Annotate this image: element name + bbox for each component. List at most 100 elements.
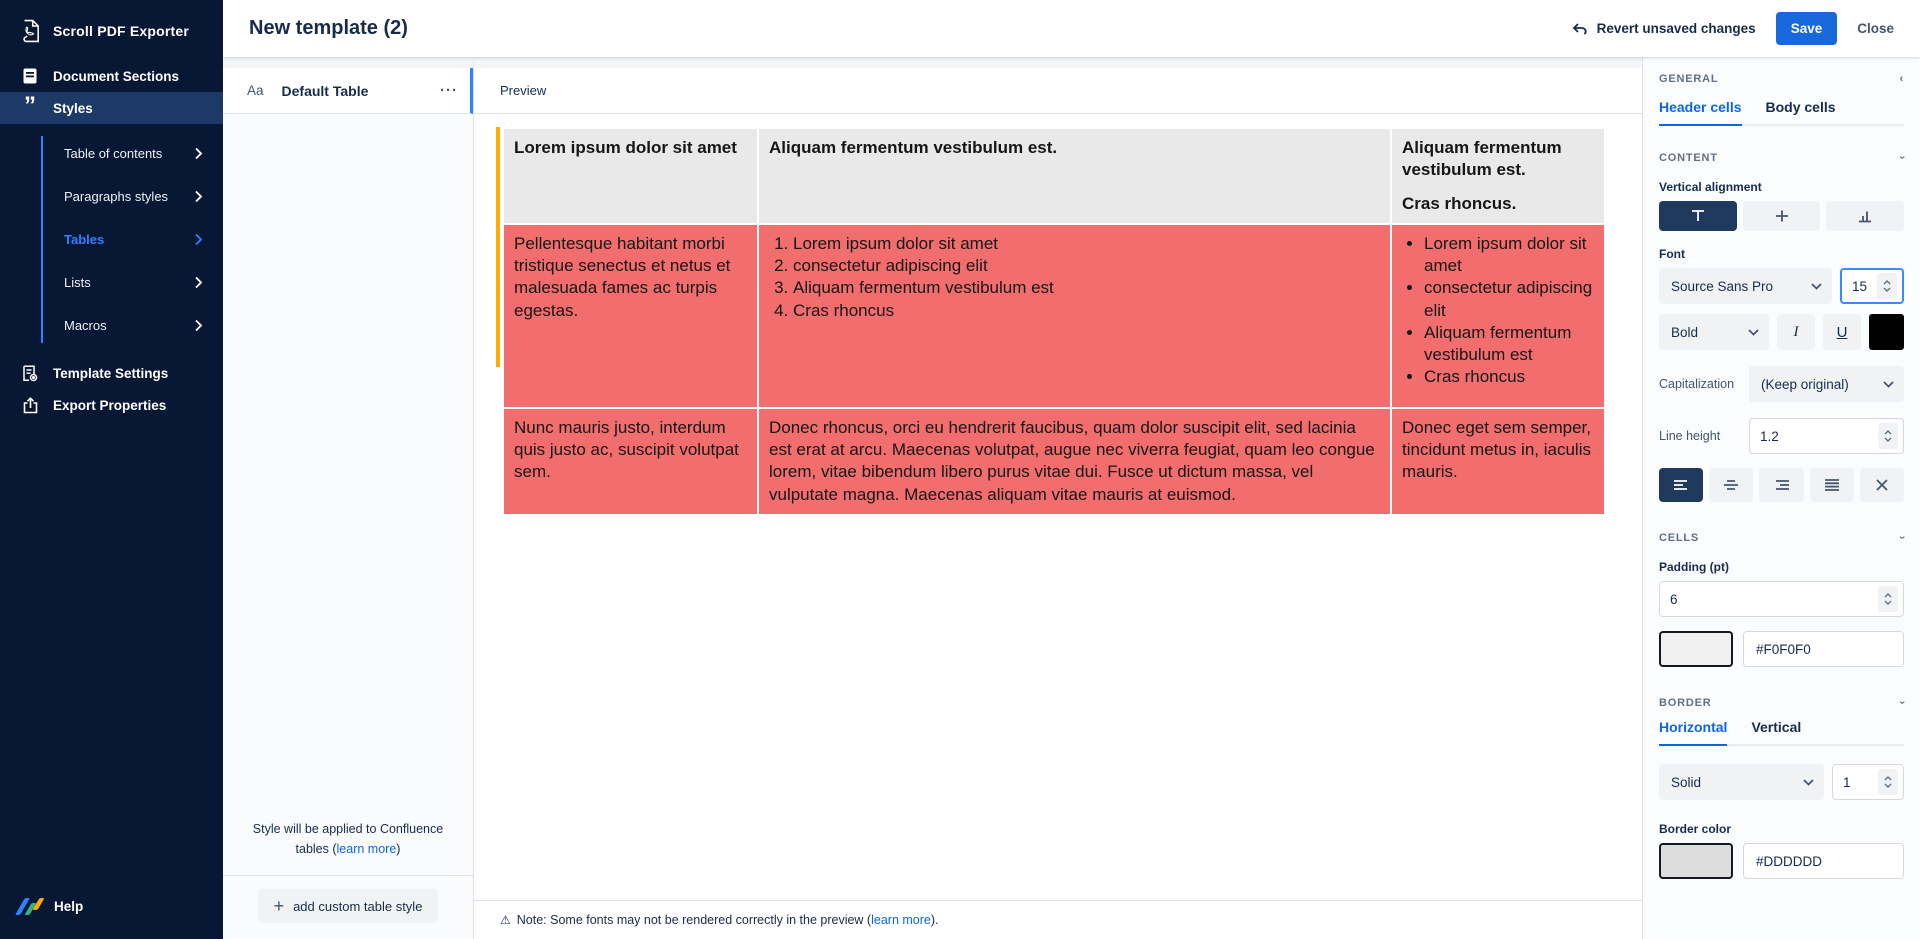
sidebar-item-tables[interactable]: Tables xyxy=(0,218,223,261)
font-size-input-wrap xyxy=(1840,268,1904,304)
apply-note-close: ) xyxy=(396,842,401,856)
stepper-icon[interactable] xyxy=(1878,769,1898,795)
font-style-row: Bold I U xyxy=(1659,314,1904,350)
item-menu-icon[interactable]: ··· xyxy=(440,82,458,99)
underline-button[interactable]: U xyxy=(1823,314,1861,350)
cell-background-swatch[interactable] xyxy=(1659,631,1733,667)
header-paragraph: Cras rhoncus. xyxy=(1402,194,1517,214)
padding-input[interactable] xyxy=(1670,591,1878,607)
quotes-icon: ” xyxy=(24,92,36,119)
stepper-icon[interactable] xyxy=(1877,273,1897,299)
align-left-button[interactable] xyxy=(1659,468,1704,502)
page-title: New template (2) xyxy=(249,17,408,39)
border-style-select[interactable]: Solid xyxy=(1659,764,1824,800)
cells-label: CELLS xyxy=(1659,532,1700,544)
chevron-down-icon xyxy=(1811,282,1822,290)
font-family-select[interactable]: Source Sans Pro xyxy=(1659,268,1832,304)
content-section-header: CONTENT › xyxy=(1659,152,1908,164)
help-label: Help xyxy=(54,898,84,914)
add-custom-table-style-button[interactable]: + add custom table style xyxy=(257,889,439,923)
app-title: Scroll PDF Exporter xyxy=(53,23,190,39)
cell-color-input[interactable] xyxy=(1756,641,1891,657)
changed-style-marker xyxy=(496,127,500,367)
template-settings-icon xyxy=(20,364,40,382)
preview-table-row: Pellentesque habitant morbi tristique se… xyxy=(502,223,1606,410)
text-style-icon: Aa xyxy=(247,83,264,98)
tab-header-cells[interactable]: Header cells xyxy=(1659,99,1742,126)
subnav-label: Paragraphs styles xyxy=(64,189,169,204)
border-width-input-wrap xyxy=(1832,764,1904,800)
align-right-button[interactable] xyxy=(1759,468,1804,502)
sidebar-item-document-sections[interactable]: Document Sections xyxy=(0,60,223,92)
tab-vertical[interactable]: Vertical xyxy=(1751,719,1802,735)
align-top-icon xyxy=(1691,210,1704,221)
app-logo-row[interactable]: Scroll PDF Exporter xyxy=(0,0,223,60)
valign-bottom-button[interactable] xyxy=(1826,201,1905,231)
border-width-input[interactable] xyxy=(1843,774,1878,790)
help-button[interactable]: Help xyxy=(0,897,223,939)
save-button[interactable]: Save xyxy=(1775,12,1838,45)
line-height-input[interactable] xyxy=(1760,428,1878,444)
content-label: CONTENT xyxy=(1659,152,1718,164)
chevron-down-icon[interactable]: › xyxy=(1895,700,1908,706)
style-list-item-default-table[interactable]: Aa Default Table ··· xyxy=(223,68,473,114)
border-color-swatch[interactable] xyxy=(1659,843,1733,879)
list-item: consectetur adipiscing elit xyxy=(793,255,1380,277)
align-center-button[interactable] xyxy=(1709,468,1754,502)
table-styles-list-panel: Aa Default Table ··· Style will be appli… xyxy=(223,57,474,939)
border-color-input[interactable] xyxy=(1756,853,1891,869)
border-color-row xyxy=(1659,843,1904,879)
list-item: Cras rhoncus xyxy=(1424,366,1594,388)
font-size-input[interactable] xyxy=(1852,278,1877,294)
preview-table-header-cell: Lorem ipsum dolor sit amet xyxy=(502,126,759,226)
content-row: Aa Default Table ··· Style will be appli… xyxy=(223,57,1920,939)
chevron-down-icon[interactable]: › xyxy=(1895,155,1908,161)
border-direction-tabs: Horizontal Vertical xyxy=(1659,719,1904,746)
font-color-swatch[interactable] xyxy=(1869,314,1904,350)
add-button-label: add custom table style xyxy=(293,898,423,914)
valign-top-button[interactable] xyxy=(1659,201,1737,231)
sidebar-item-macros[interactable]: Macros xyxy=(0,304,223,347)
tab-horizontal[interactable]: Horizontal xyxy=(1659,719,1728,746)
font-family-value: Source Sans Pro xyxy=(1671,278,1774,294)
valign-middle-button[interactable] xyxy=(1742,201,1821,231)
chevron-down-icon[interactable]: › xyxy=(1895,535,1908,541)
revert-unsaved-changes-button[interactable]: Revert unsaved changes xyxy=(1572,21,1756,36)
stepper-icon[interactable] xyxy=(1878,423,1898,449)
capitalization-select[interactable]: (Keep original) xyxy=(1749,366,1904,402)
bullet-list: Lorem ipsum dolor sit ametconsectetur ad… xyxy=(1402,233,1594,388)
cell-color-row xyxy=(1659,631,1904,667)
sidebar-item-export-properties[interactable]: Export Properties xyxy=(0,389,223,421)
general-section-header: GENERAL ‹ xyxy=(1659,73,1904,85)
sidebar-item-template-settings[interactable]: Template Settings xyxy=(0,357,223,389)
subnav-label: Tables xyxy=(64,232,105,247)
italic-button[interactable]: I xyxy=(1777,314,1815,350)
preview-table-cell: Lorem ipsum dolor sit ametconsectetur ad… xyxy=(1390,223,1606,410)
tab-body-cells[interactable]: Body cells xyxy=(1765,99,1836,115)
collapse-panel-icon[interactable]: ‹ xyxy=(1899,73,1904,85)
preview-table-cell: Donec rhoncus, orci eu hendrerit faucibu… xyxy=(757,407,1392,516)
note-learn-more-link[interactable]: learn more xyxy=(871,913,931,927)
font-weight-select[interactable]: Bold xyxy=(1659,314,1769,350)
padding-label: Padding (pt) xyxy=(1659,560,1729,574)
italic-icon: I xyxy=(1793,323,1799,340)
sidebar-item-table-of-contents[interactable]: Table of contents xyxy=(0,132,223,175)
stepper-icon[interactable] xyxy=(1878,586,1898,612)
sidebar-item-styles[interactable]: ” Styles xyxy=(0,92,223,124)
preview-canvas: Lorem ipsum dolor sit amet Aliquam ferme… xyxy=(474,114,1642,900)
learn-more-link[interactable]: learn more xyxy=(336,842,397,856)
close-button[interactable]: Close xyxy=(1857,21,1894,36)
line-height-label: Line height xyxy=(1659,429,1721,443)
sidebar-item-label: Document Sections xyxy=(53,68,180,84)
font-label: Font xyxy=(1659,247,1685,261)
border-style-value: Solid xyxy=(1671,774,1702,790)
border-label: BORDER xyxy=(1659,697,1712,709)
sidebar-item-lists[interactable]: Lists xyxy=(0,261,223,304)
sidebar-item-paragraphs-styles[interactable]: Paragraphs styles xyxy=(0,175,223,218)
chevron-right-icon xyxy=(195,190,203,203)
align-clear-button[interactable] xyxy=(1859,468,1905,502)
sidebar-item-label: Styles xyxy=(53,100,93,116)
cell-type-tabs: Header cells Body cells xyxy=(1659,99,1904,126)
pdf-logo-icon xyxy=(20,18,40,44)
align-justify-button[interactable] xyxy=(1809,468,1854,502)
